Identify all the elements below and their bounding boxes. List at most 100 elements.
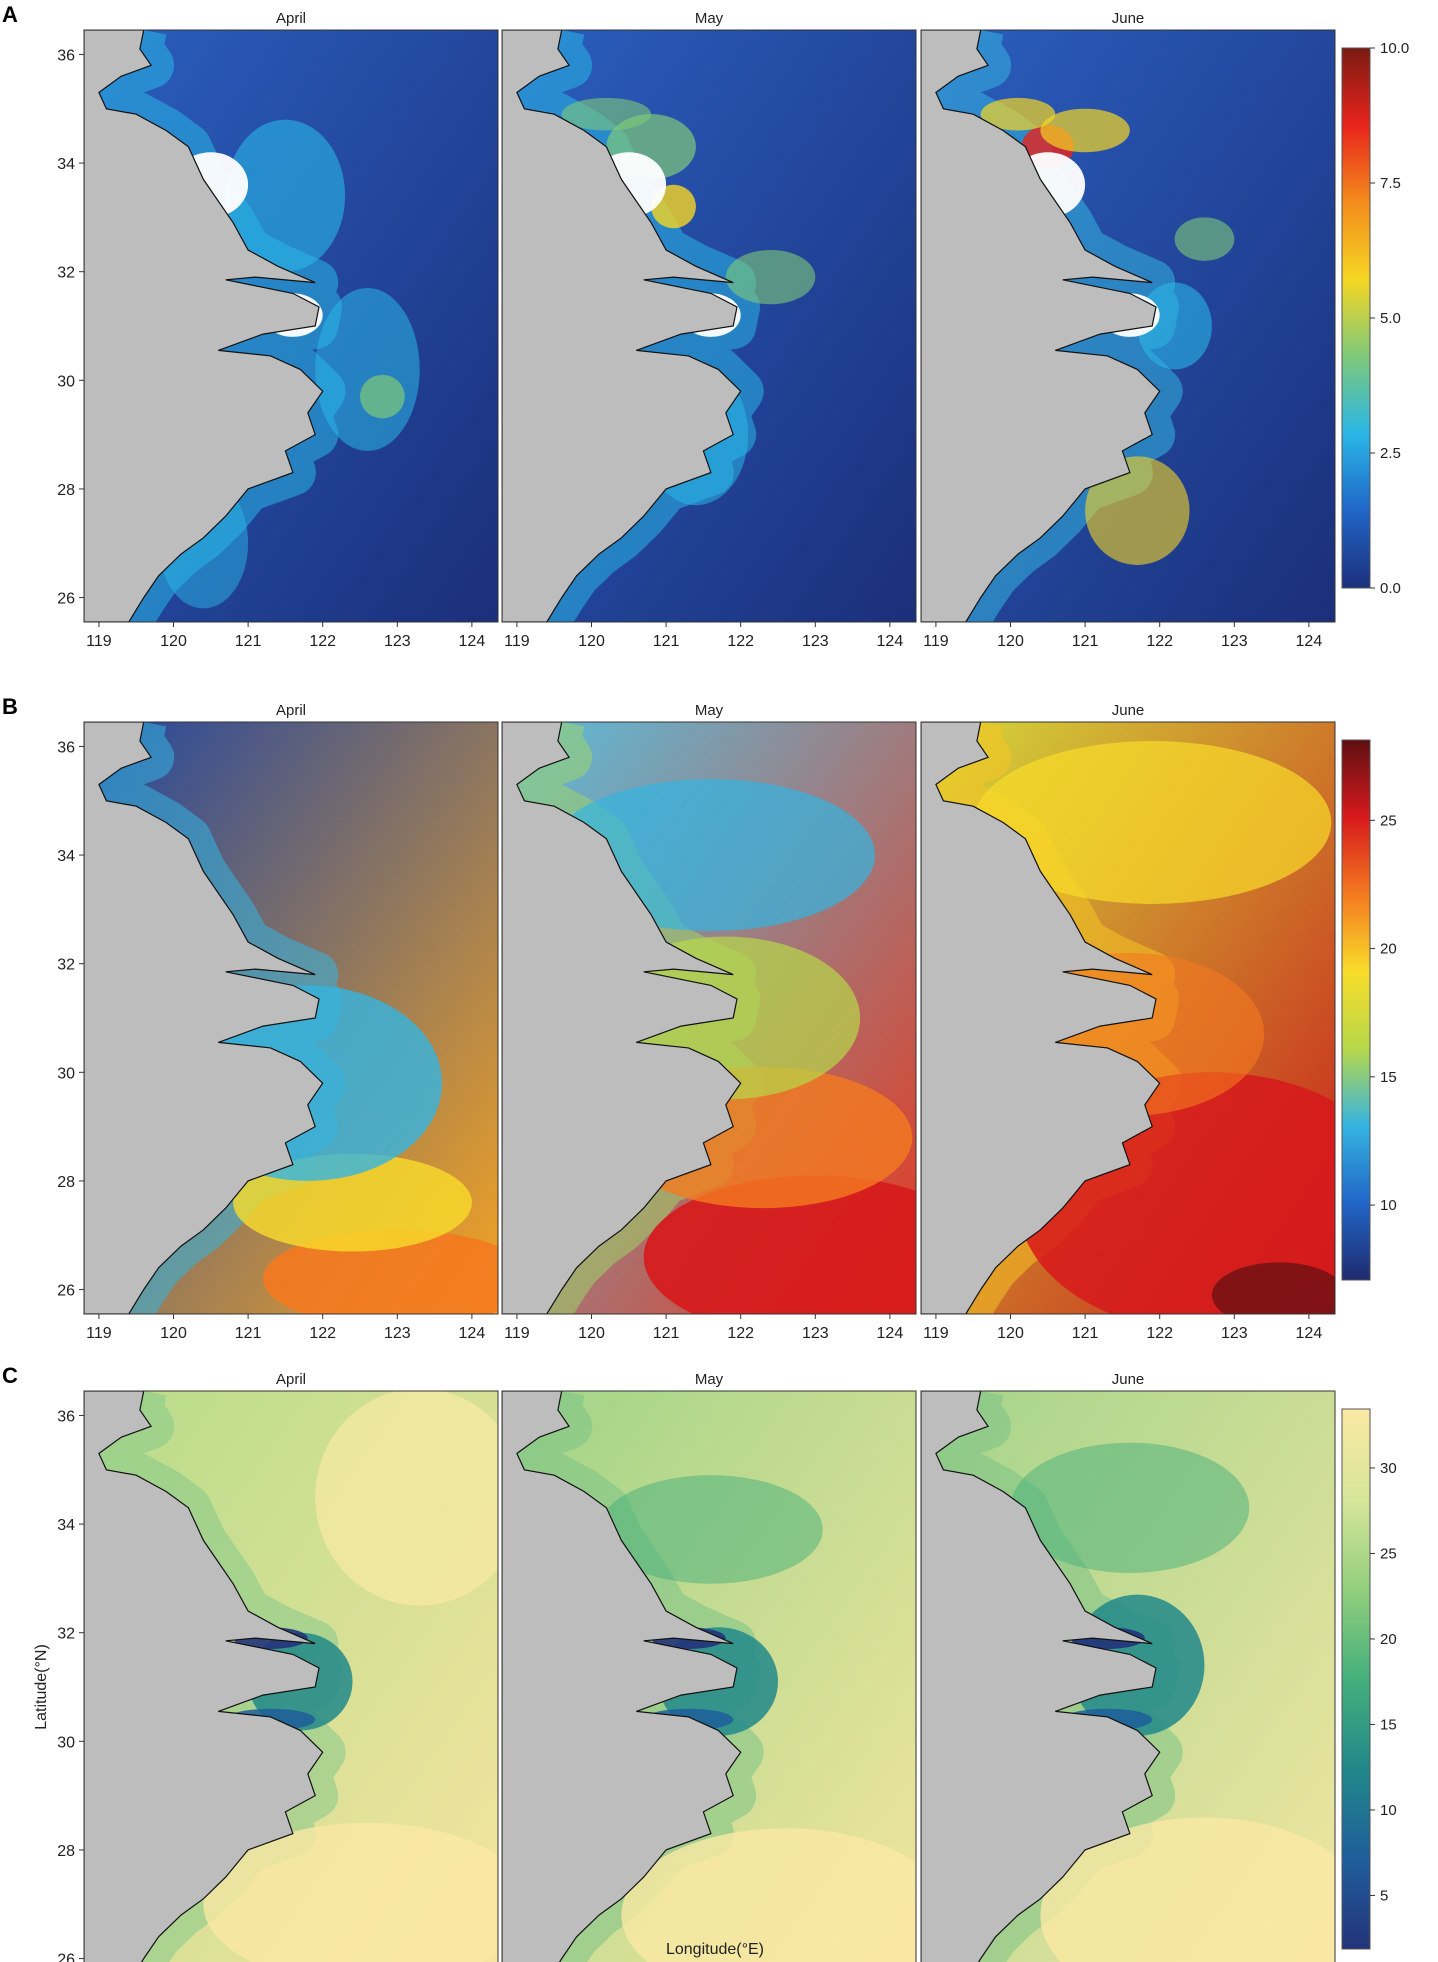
feature-blob	[643, 1175, 916, 1314]
x-tick-label: 119	[504, 1325, 530, 1342]
row-label: C	[2, 1363, 18, 1388]
y-tick-label: 36	[57, 47, 75, 64]
land-mass	[84, 30, 324, 622]
y-tick-label: 36	[57, 739, 75, 756]
map-panel: May 119 120 121 122 123 124	[501, 10, 917, 650]
feature-blob	[1040, 108, 1130, 153]
panel-frame	[83, 721, 499, 1315]
x-tick-label: 124	[459, 1325, 486, 1342]
feature-blob	[360, 374, 405, 419]
y-tick-label: 30	[57, 1065, 75, 1082]
x-tick-label: 119	[923, 633, 949, 650]
panel-title: May	[695, 10, 724, 27]
x-tick-label: 123	[1221, 1325, 1248, 1342]
x-tick-label: 124	[459, 633, 486, 650]
land-mass	[921, 1391, 1161, 1962]
x-tick-label: 120	[160, 1325, 187, 1342]
feature-blob	[561, 97, 652, 131]
colorbar-tick-label: 30	[1380, 1460, 1397, 1477]
y-tick-label: 32	[57, 1626, 75, 1643]
panel-title: May	[695, 702, 724, 719]
x-tick-label: 119	[504, 633, 530, 650]
colorbar-tick-label: 10.0	[1380, 40, 1409, 57]
land-mass	[502, 722, 742, 1314]
feature-blob	[1211, 1262, 1335, 1314]
y-tick-label: 32	[57, 957, 75, 974]
panel-frame	[83, 29, 499, 623]
y-tick-label: 32	[57, 265, 75, 282]
x-tick-label: 120	[578, 633, 605, 650]
x-tick-label: 120	[578, 1325, 605, 1342]
land-mass	[921, 30, 1161, 622]
x-tick-label: 119	[923, 1325, 949, 1342]
y-tick-label: 28	[57, 1843, 75, 1860]
x-axis-title: Longitude(°E)	[666, 1941, 764, 1958]
x-tick-label: 120	[997, 1325, 1024, 1342]
y-tick-label: 26	[57, 1952, 75, 1962]
x-tick-label: 123	[384, 1325, 411, 1342]
colorbar	[1341, 1408, 1371, 1950]
colorbar-tick-label: 5.0	[1380, 310, 1401, 327]
land-mass	[502, 30, 742, 622]
feature-blob	[1040, 1817, 1335, 1962]
y-tick-label: 28	[57, 1174, 75, 1191]
x-tick-label: 121	[653, 1325, 680, 1342]
x-tick-label: 124	[1296, 1325, 1323, 1342]
colorbar-tick-label: 10	[1380, 1197, 1397, 1214]
x-tick-label: 123	[384, 633, 411, 650]
x-tick-label: 123	[802, 633, 829, 650]
y-tick-label: 34	[57, 848, 75, 865]
x-tick-label: 124	[877, 633, 904, 650]
colorbar-tick-label: 15	[1380, 1069, 1397, 1086]
x-tick-label: 124	[1296, 633, 1323, 650]
x-tick-label: 122	[1146, 1325, 1173, 1342]
colorbar	[1341, 739, 1371, 1281]
colorbar-tick-label: 7.5	[1380, 175, 1401, 192]
feature-blob	[725, 249, 816, 305]
panel-frame	[920, 29, 1336, 623]
x-tick-label: 121	[235, 1325, 262, 1342]
colorbar-tick-label: 20	[1380, 1631, 1397, 1648]
panel-frame	[501, 1390, 917, 1962]
x-tick-label: 119	[86, 1325, 112, 1342]
map-panel: May 119 120 121 122 123 124	[501, 702, 917, 1342]
feature-blob	[1010, 1442, 1250, 1573]
x-tick-label: 121	[235, 633, 262, 650]
panel-title: May	[695, 1371, 724, 1388]
feature-blob	[621, 1828, 916, 1962]
panel-title: June	[1112, 702, 1145, 719]
x-tick-label: 122	[727, 633, 754, 650]
x-tick-label: 119	[86, 633, 112, 650]
x-tick-label: 121	[653, 633, 680, 650]
x-tick-label: 120	[160, 633, 187, 650]
x-tick-label: 120	[997, 633, 1024, 650]
y-axis-title: Latitude(°N)	[33, 1644, 50, 1730]
panel-title: April	[276, 702, 306, 719]
x-tick-label: 123	[802, 1325, 829, 1342]
y-tick-label: 34	[57, 156, 75, 173]
panel-title: April	[276, 1371, 306, 1388]
feature-blob	[1085, 456, 1190, 565]
x-tick-label: 122	[727, 1325, 754, 1342]
colorbar-tick-label: 0.0	[1380, 580, 1401, 597]
panel-title: June	[1112, 1371, 1145, 1388]
colorbar-tick-label: 25	[1380, 812, 1397, 829]
feature-blob	[1174, 217, 1235, 261]
panel-frame	[501, 29, 917, 623]
map-panel: June 119 120 121 122 123 124	[920, 702, 1336, 1342]
y-tick-label: 26	[57, 1283, 75, 1300]
x-tick-label: 121	[1072, 1325, 1099, 1342]
y-tick-label: 30	[57, 1734, 75, 1751]
land-mass	[84, 722, 324, 1314]
feature-blob	[973, 741, 1332, 904]
colorbar-tick-label: 20	[1380, 941, 1397, 958]
row-label: A	[2, 2, 18, 27]
feature-blob	[598, 1475, 823, 1584]
panel-frame	[501, 721, 917, 1315]
colorbar	[1341, 47, 1371, 589]
x-tick-label: 123	[1221, 633, 1248, 650]
